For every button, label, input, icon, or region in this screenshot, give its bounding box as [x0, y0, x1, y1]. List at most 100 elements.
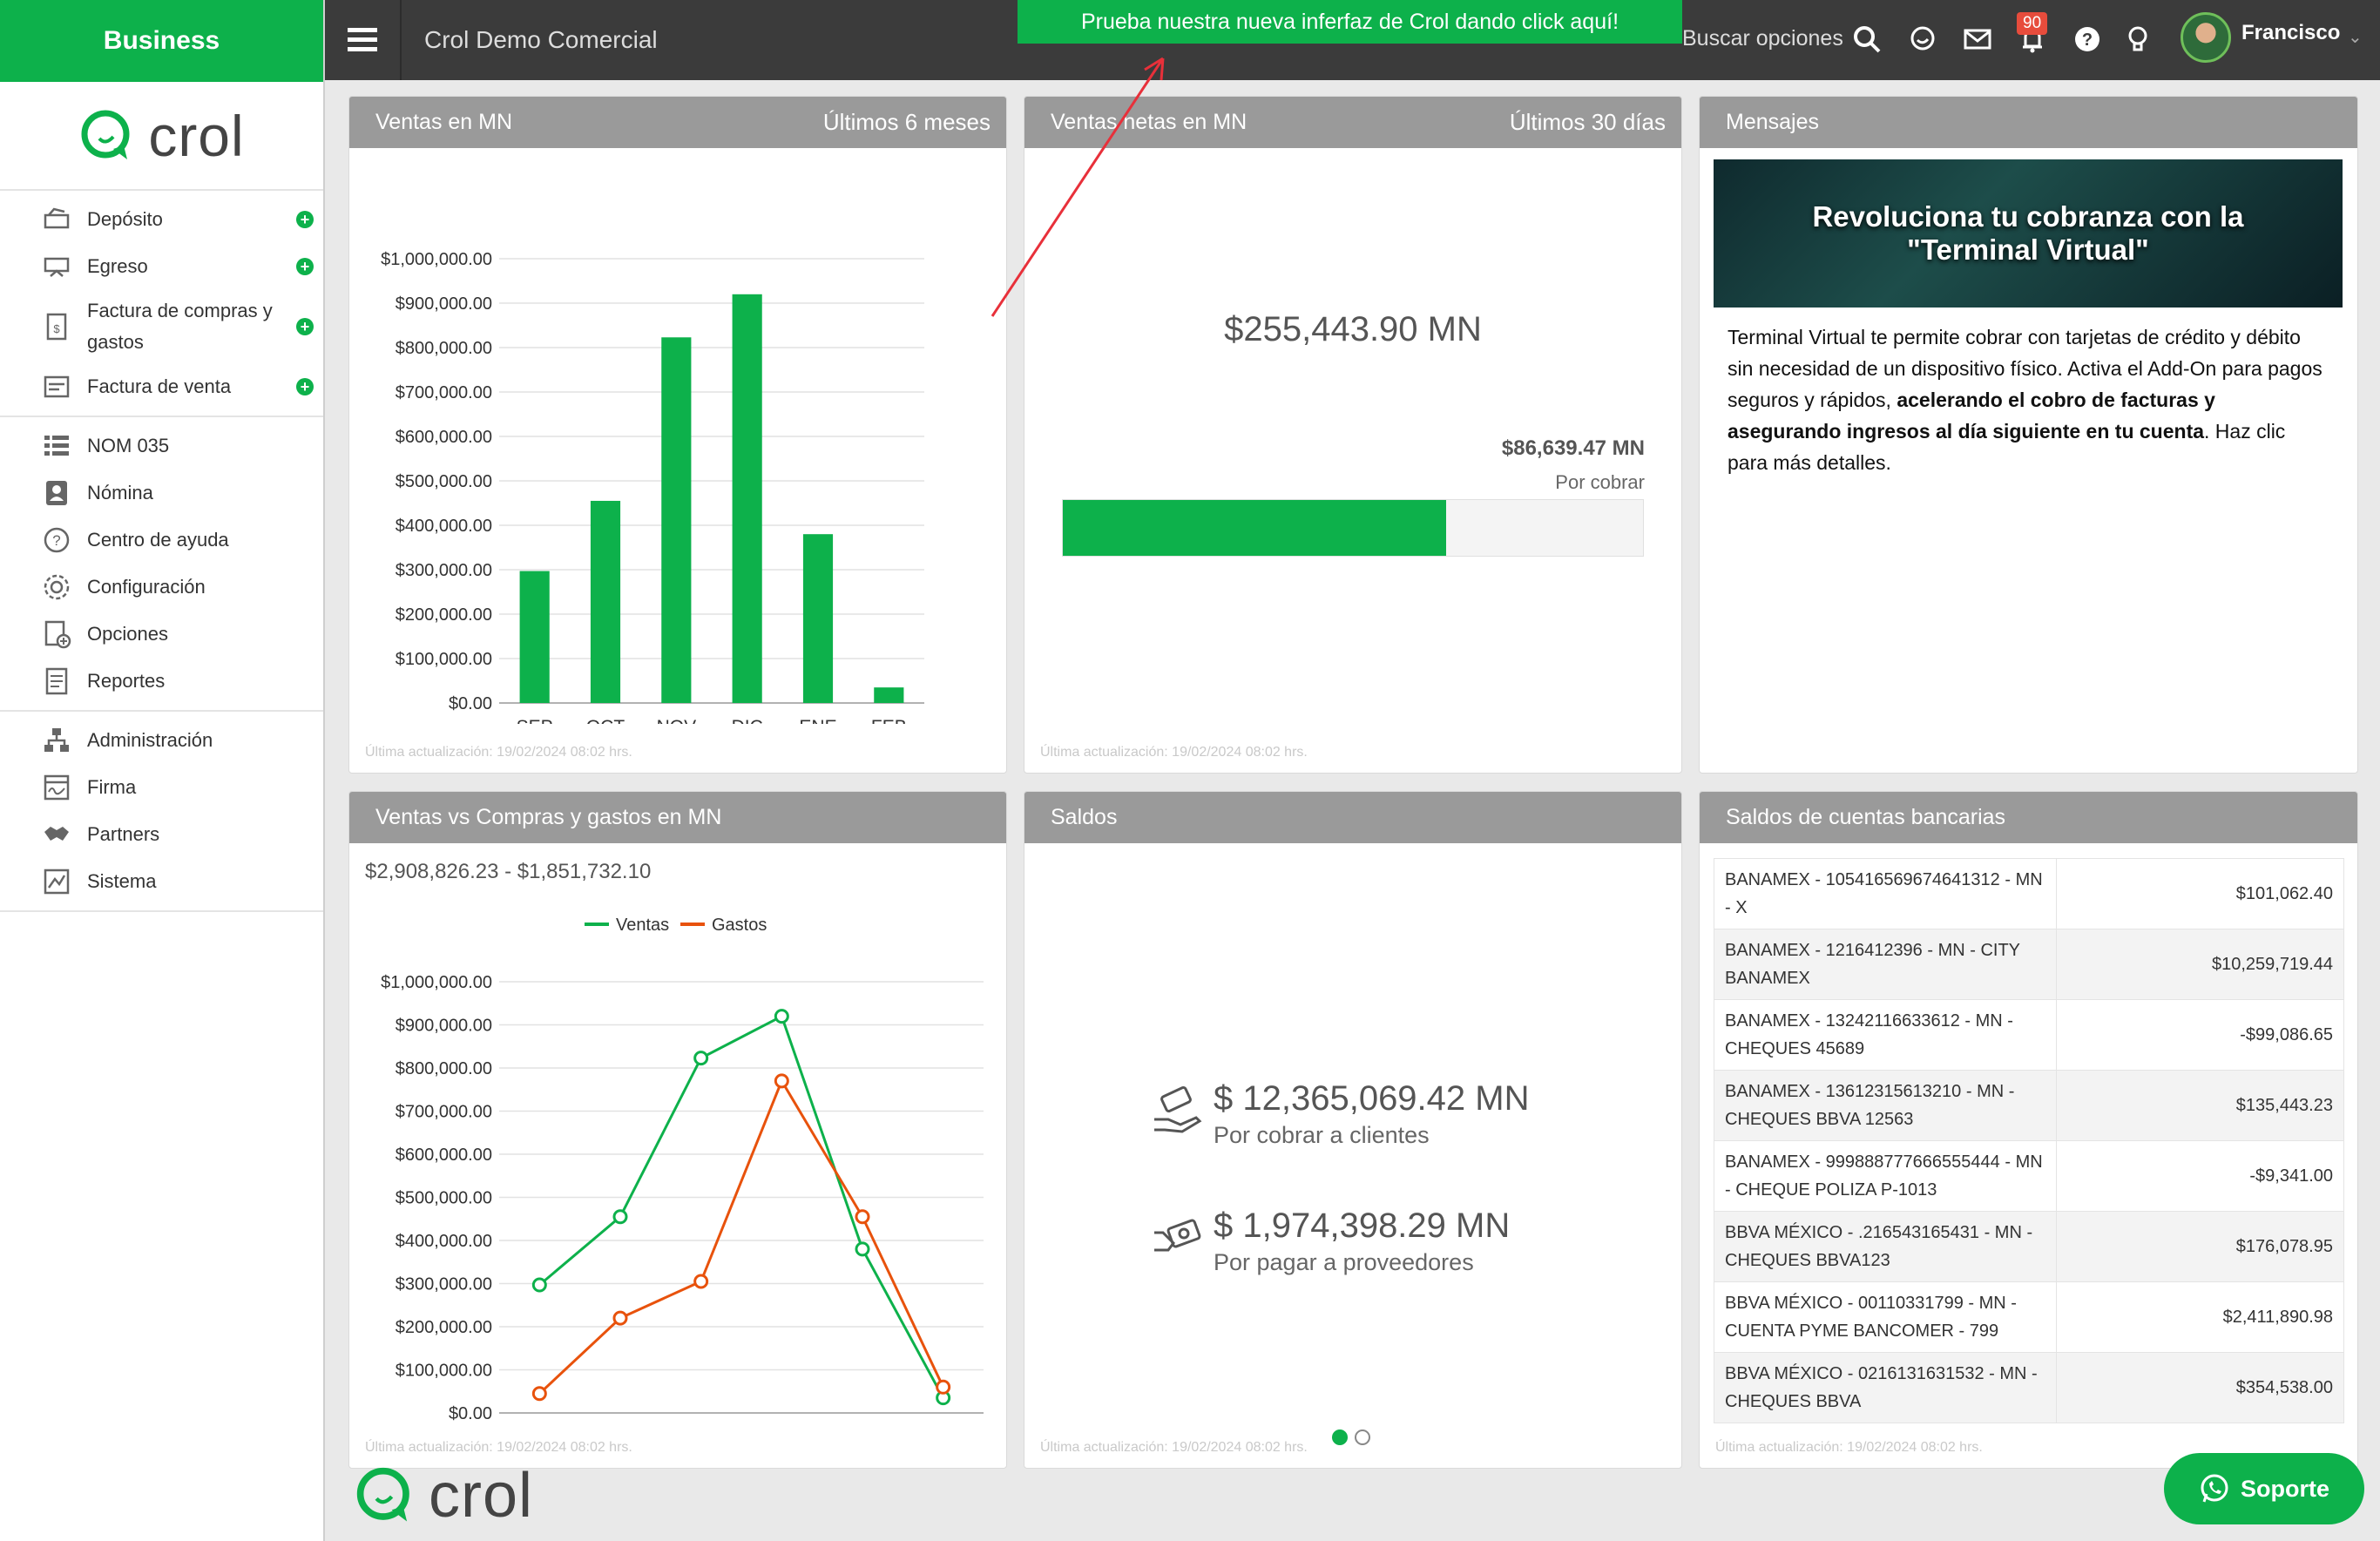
legend-label-ventas: Ventas	[616, 916, 669, 935]
help-circle-icon: ?	[42, 525, 71, 555]
payable-suppliers-amount: $ 1,974,398.29 MN	[1214, 1206, 1511, 1245]
user-avatar[interactable]	[2181, 12, 2231, 63]
sidebar-item-opciones[interactable]: Opciones	[0, 611, 323, 658]
carousel-dot-2[interactable]	[1355, 1429, 1370, 1445]
x-tick-label: NOV	[657, 717, 697, 724]
chevron-down-icon[interactable]: ⌄	[2348, 28, 2363, 47]
bank-balances-table: BANAMEX - 105416569674641312 - MN - X $10…	[1714, 858, 2344, 1423]
chat-icon[interactable]	[1908, 24, 1937, 54]
lightbulb-icon[interactable]	[2123, 24, 2153, 54]
sidebar-item-sistema[interactable]: Sistema	[0, 858, 323, 905]
panel-header: Ventas vs Compras y gastos en MN	[349, 792, 1006, 843]
message-body[interactable]: Terminal Virtual te permite cobrar con t…	[1728, 321, 2329, 478]
add-icon[interactable]: +	[296, 378, 314, 395]
terminal-virtual-banner[interactable]: Revoluciona tu cobranza con la "Terminal…	[1714, 159, 2343, 308]
bar-ene	[802, 534, 834, 703]
sidebar-item-factura-de-compras-y-gastos[interactable]: $ Factura de compras y gastos +	[0, 290, 323, 363]
sidebar-item-label: Partners	[87, 823, 160, 845]
table-row[interactable]: BANAMEX - 1216412396 - MN - CITY BANAMEX…	[1714, 929, 2344, 1000]
data-point-gastos	[855, 1209, 870, 1225]
crol-logo[interactable]: crol	[0, 82, 323, 191]
payable-suppliers-row[interactable]: $ 1,974,398.29 MN Por pagar a proveedore…	[1151, 1206, 1510, 1276]
mail-icon[interactable]	[1963, 24, 1992, 54]
data-point-gastos	[936, 1379, 951, 1395]
progress-fill	[1063, 500, 1446, 556]
period-selector[interactable]: Últimos 6 meses	[822, 109, 991, 135]
table-row[interactable]: BANAMEX - 13242116633612 - MN - CHEQUES …	[1714, 999, 2344, 1071]
add-icon[interactable]: +	[296, 211, 314, 228]
sidebar-nav: Depósito + Egreso + $ Factura de compras y ga…	[0, 191, 323, 912]
sidebar-item-centro-de-ayuda[interactable]: ? Centro de ayuda	[0, 517, 323, 564]
sidebar-item-label: Factura de compras y gastos	[87, 300, 273, 353]
x-tick-label: DIC	[766, 1427, 797, 1428]
gear-icon	[42, 572, 71, 602]
svg-text:?: ?	[2082, 30, 2093, 50]
add-icon[interactable]: +	[296, 318, 314, 335]
x-tick-label: OCT	[601, 1427, 640, 1428]
whatsapp-icon	[2201, 1474, 2228, 1503]
carousel-dot-1[interactable]	[1332, 1429, 1348, 1445]
balance-cell: $2,411,890.98	[2056, 1281, 2344, 1353]
balance-cell: $176,078.95	[2056, 1211, 2344, 1282]
series-line-gastos	[538, 1078, 945, 1395]
search-icon[interactable]	[1852, 24, 1882, 54]
table-row[interactable]: BANAMEX - 105416569674641312 - MN - X $10…	[1714, 858, 2344, 929]
y-tick-label: $300,000.00	[396, 1275, 492, 1294]
data-point-ventas	[693, 1051, 709, 1066]
y-tick-label: $100,000.00	[396, 1362, 492, 1381]
company-name[interactable]: Crol Demo Comercial	[424, 26, 658, 53]
carousel-dots	[1332, 1429, 1370, 1445]
sidebar-item-reportes[interactable]: Reportes	[0, 658, 323, 705]
panel-header: Saldos	[1024, 792, 1681, 843]
account-cell: BANAMEX - 999888777666555444 - MN - CHEQ…	[1714, 1140, 2057, 1212]
receivable-progress-bar	[1062, 499, 1644, 557]
sidebar-item-nomina[interactable]: Nómina	[0, 470, 323, 517]
data-point-gastos	[531, 1386, 547, 1402]
legend-label-gastos: Gastos	[712, 916, 767, 935]
add-icon[interactable]: +	[296, 258, 314, 275]
sidebar-item-label: Centro de ayuda	[87, 529, 229, 551]
sidebar-item-egreso[interactable]: Egreso +	[0, 243, 323, 290]
messages-panel: Mensajes Revoluciona tu cobranza con la …	[1699, 96, 2358, 774]
user-name[interactable]: Francisco	[2241, 21, 2341, 44]
sidebar-item-administracion[interactable]: Administración	[0, 717, 323, 764]
y-tick-label: $1,000,000.00	[381, 973, 492, 992]
receivable-clients-row[interactable]: $ 12,365,069.42 MN Por cobrar a clientes	[1151, 1079, 1529, 1149]
y-tick-label: $0.00	[449, 694, 492, 713]
balance-cell: $354,538.00	[2056, 1352, 2344, 1423]
payable-suppliers-label: Por pagar a proveedores	[1214, 1249, 1474, 1275]
y-tick-label: $300,000.00	[396, 561, 492, 580]
last-update-note: Última actualización: 19/02/2024 08:02 h…	[1040, 745, 1308, 760]
options-icon	[42, 619, 71, 649]
table-row[interactable]: BANAMEX - 999888777666555444 - MN - CHEQ…	[1714, 1140, 2344, 1212]
menu-toggle-icon[interactable]	[325, 0, 402, 80]
sidebar-item-factura-de-venta[interactable]: Factura de venta +	[0, 363, 323, 410]
y-tick-label: $400,000.00	[396, 517, 492, 536]
receivable-label: Por cobrar	[1555, 471, 1645, 493]
help-icon[interactable]: ?	[2072, 24, 2102, 54]
last-update-note: Última actualización: 19/02/2024 08:02 h…	[1715, 1440, 1983, 1455]
svg-text:?: ?	[52, 532, 60, 549]
sidebar-item-partners[interactable]: Partners	[0, 811, 323, 858]
y-tick-label: $600,000.00	[396, 1146, 492, 1165]
table-row[interactable]: BANAMEX - 13612315613210 - MN - CHEQUES …	[1714, 1070, 2344, 1141]
period-selector[interactable]: Últimos 30 días	[1509, 109, 1666, 135]
table-row[interactable]: BBVA MÉXICO - 0216131631532 - MN - CHEQU…	[1714, 1352, 2344, 1423]
data-point-ventas	[855, 1241, 870, 1257]
search-options-label[interactable]: Buscar opciones	[1682, 26, 1843, 51]
data-point-gastos	[612, 1310, 628, 1326]
sidebar-item-deposito[interactable]: Depósito +	[0, 196, 323, 243]
receive-money-icon	[1154, 1085, 1202, 1133]
table-row[interactable]: BBVA MÉXICO - 00110331799 - MN - CUENTA …	[1714, 1281, 2344, 1353]
crol-logo-icon	[81, 110, 130, 159]
new-interface-banner[interactable]: Prueba nuestra nueva inferfaz de Crol da…	[1018, 0, 1682, 44]
sidebar-item-nom-035[interactable]: NOM 035	[0, 422, 323, 470]
notification-count-badge: 90	[2017, 12, 2048, 35]
sidebar-item-firma[interactable]: Firma	[0, 764, 323, 811]
sidebar-item-configuracion[interactable]: Configuración	[0, 564, 323, 611]
deposit-icon	[42, 205, 71, 234]
table-row[interactable]: BBVA MÉXICO - .216543165431 - MN - CHEQU…	[1714, 1211, 2344, 1282]
support-label: Soporte	[2240, 1475, 2329, 1502]
support-button[interactable]: Soporte	[2164, 1453, 2364, 1524]
signature-icon	[42, 773, 71, 802]
